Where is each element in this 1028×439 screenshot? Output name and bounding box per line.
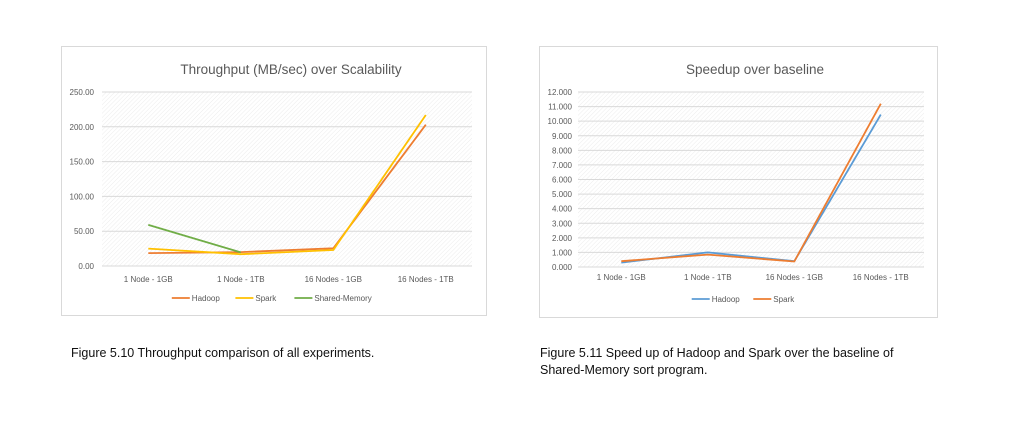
series-line-hadoop [148,124,427,254]
legend-label-hadoop: Hadoop [192,294,221,303]
y-tick-label: 150.00 [70,158,95,167]
speedup-chart: Speedup over baseline 0.000 1.000 2.000 3.00… [539,46,938,318]
figure-5-10-caption: Figure 5.10 Throughput comparison of all… [71,346,375,360]
y-tick-label: 10.000 [548,117,573,126]
legend-label-shared-memory: Shared-Memory [314,294,371,303]
x-tick-label: 1 Node - 1GB [124,275,173,284]
throughput-chart: Throughput (MB/sec) over Scalability 0.00… [61,46,487,316]
y-tick-label: 6.000 [552,176,573,185]
series-line-spark [148,114,427,256]
y-tick-label: 100.00 [70,192,95,201]
legend-label-hadoop: Hadoop [712,295,741,304]
y-tick-label: 7.000 [552,161,573,170]
y-tick-label: 8.000 [552,146,573,155]
chart-title: Throughput (MB/sec) over Scalability [180,62,402,77]
x-tick-label: 16 Nodes - 1TB [398,275,454,284]
y-tick-label: 11.000 [548,103,572,112]
y-tick-label: 50.00 [74,227,95,236]
plot-area [102,92,472,266]
y-tick-label: 4.000 [552,205,573,214]
x-tick-label: 1 Node - 1TB [684,273,732,282]
y-tick-label: 5.000 [552,190,573,199]
series-line-shared-memory [148,224,242,254]
x-tick-label: 16 Nodes - 1GB [305,275,362,284]
series-line-spark [621,103,882,263]
y-tick-label: 3.000 [552,219,573,228]
legend-label-spark: Spark [255,294,277,303]
y-tick-label: 2.000 [552,234,573,243]
y-tick-label: 9.000 [552,132,573,141]
y-tick-label: 0.000 [552,263,573,272]
figure-5-11-caption: Figure 5.11 Speed up of Hadoop and Spark… [540,346,894,377]
x-tick-label: 16 Nodes - 1TB [853,273,909,282]
x-tick-label: 1 Node - 1TB [217,275,265,284]
y-tick-label: 200.00 [70,123,95,132]
throughput-chart-svg: Throughput (MB/sec) over Scalability 0.00… [70,62,472,303]
y-tick-label: 1.000 [552,248,573,257]
x-tick-label: 1 Node - 1GB [597,273,646,282]
y-tick-label: 0.00 [78,262,94,271]
speedup-chart-svg: Speedup over baseline 0.000 1.000 2.000 3.00… [548,62,924,304]
chart-title: Speedup over baseline [686,62,824,77]
legend-label-spark: Spark [773,295,795,304]
x-tick-label: 16 Nodes - 1GB [766,273,823,282]
y-tick-label: 12.000 [548,88,573,97]
y-tick-label: 250.00 [70,88,95,97]
